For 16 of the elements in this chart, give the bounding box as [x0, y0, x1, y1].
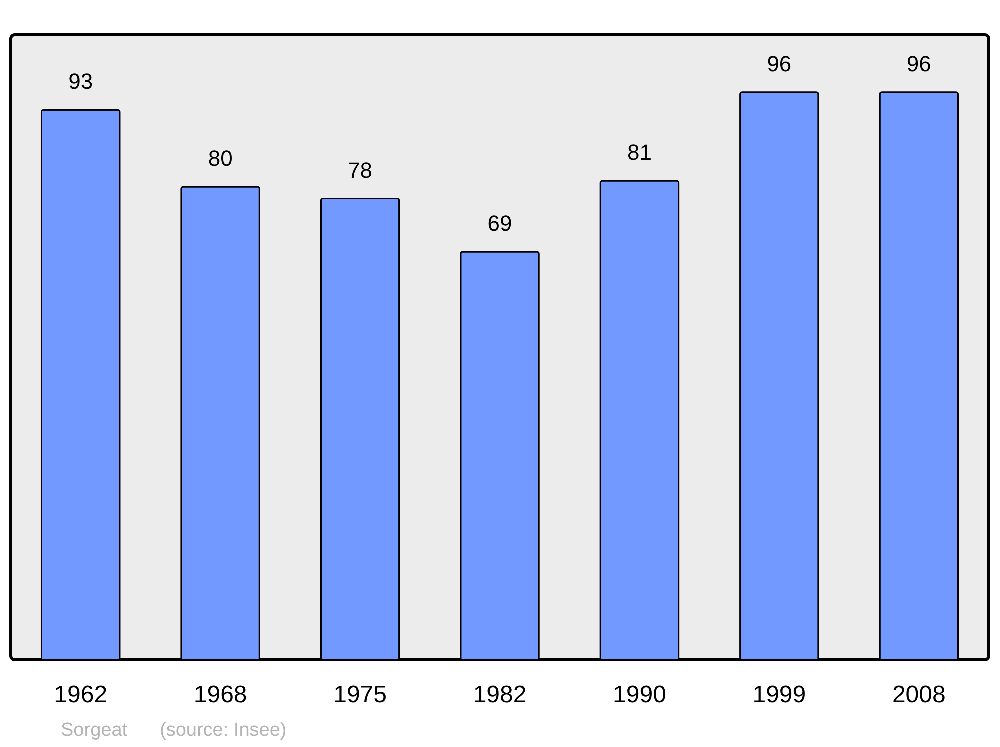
- data-label: 69: [488, 211, 512, 236]
- x-tick-label: 1968: [194, 682, 248, 708]
- data-label: 96: [906, 51, 932, 76]
- data-label: 80: [208, 146, 233, 171]
- data-label: 93: [68, 69, 94, 94]
- data-label: 78: [348, 158, 373, 183]
- data-label: 96: [767, 51, 792, 76]
- data-label: 81: [627, 140, 652, 166]
- text: (source: Insee): [160, 720, 287, 741]
- x-tick-label: 1990: [613, 682, 666, 708]
- x-tick-label: 1982: [473, 682, 527, 708]
- x-tick-label: 1999: [752, 682, 806, 708]
- x-tick-label: 2008: [892, 682, 946, 708]
- x-tick-label: 1962: [54, 682, 108, 708]
- x-tick-label: 1975: [334, 682, 387, 708]
- text: Sorgeat: [61, 720, 128, 741]
